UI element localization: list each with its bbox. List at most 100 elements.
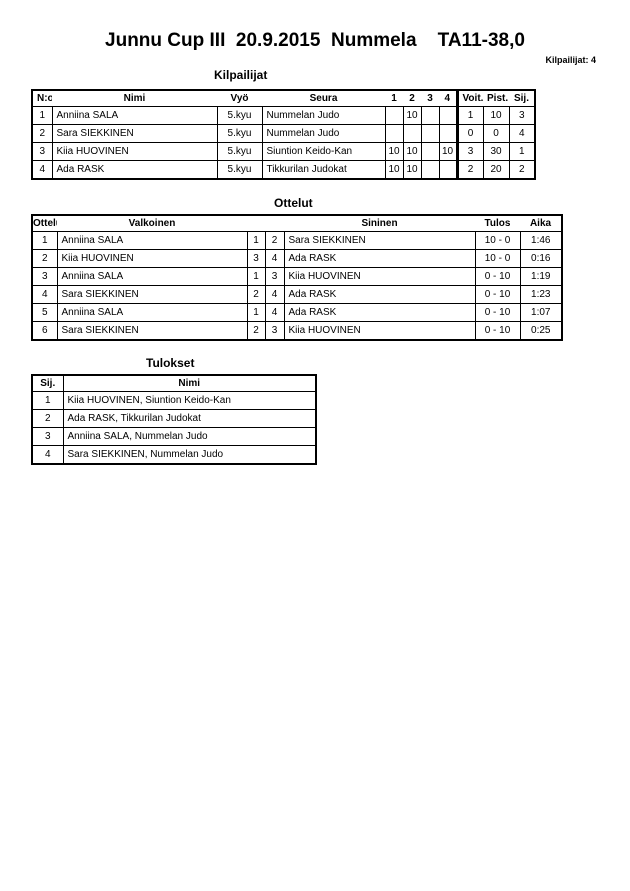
table-cell: 20 [482, 160, 510, 180]
table-cell: 0 [482, 124, 510, 143]
table-row: 4 Sara SIEKKINEN 2 4 Ada RASK 0 - 10 1:23 [31, 285, 563, 304]
table-cell: 10 [384, 142, 404, 161]
table-cell: 4 [31, 160, 53, 180]
competitors-table: N:oNimiVyöSeura1234Voit.Pist.Sij.1Anniin… [31, 89, 536, 180]
table-cell [420, 142, 440, 161]
table-row: 4 Sara SIEKKINEN, Nummelan Judo [31, 445, 317, 465]
table-cell: 4 [508, 124, 536, 143]
column-header: Nimi [123, 93, 146, 104]
table-row: 2 Ada RASK, Tikkurilan Judokat [31, 409, 317, 428]
table-cell: 10 [482, 106, 510, 125]
table-cell: Tikkurilan Judokat [261, 160, 386, 180]
table-row: 3 Kiia HUOVINEN 5.kyu Siuntion Keido-Kan 10 1… [31, 142, 536, 161]
table-cell: 4 [264, 303, 285, 322]
table-cell: Nummelan Judo [261, 124, 386, 143]
table-cell: 1 [31, 231, 58, 250]
table-cell: Nummelan Judo [261, 106, 386, 125]
table-cell: 4 [31, 285, 58, 304]
table-cell: 2 [455, 160, 484, 180]
table-cell: Kiia HUOVINEN, Siuntion Keido-Kan [62, 391, 317, 410]
table-cell: Ada RASK [283, 249, 476, 268]
table-cell: Ada RASK [51, 160, 218, 180]
table-row: 3 Anniina SALA 1 3 Kiia HUOVINEN 0 - 10 1:19 [31, 267, 563, 286]
results-table: Sij. Nimi 1 Kiia HUOVINEN, Siuntion Keido-K… [31, 374, 317, 465]
table-cell: Ada RASK, Tikkurilan Judokat [62, 409, 317, 428]
table-cell: Anniina SALA, Nummelan Judo [62, 427, 317, 446]
column-header: Vyö [230, 93, 249, 104]
table-cell [420, 106, 440, 125]
table-cell: 5.kyu [216, 142, 263, 161]
table-cell: 4 [31, 445, 64, 465]
table-cell: 10 [384, 160, 404, 180]
column-header: Sij. [513, 93, 529, 104]
table-cell [420, 124, 440, 143]
table-cell: Ada RASK [283, 303, 476, 322]
table-cell [402, 124, 422, 143]
table-cell [438, 160, 458, 180]
table-cell: 2 [508, 160, 536, 180]
column-header: 2 [409, 93, 415, 104]
table-cell: 0:16 [519, 249, 563, 268]
table-cell: 1:19 [519, 267, 563, 286]
page-title: Junnu Cup III 20.9.2015 Nummela TA11-38,… [105, 30, 525, 51]
table-cell: Anniina SALA [56, 267, 248, 286]
table-row: 1 Anniina SALA 5.kyu Nummelan Judo 10 1 10 3 [31, 106, 536, 125]
table-cell: 3 [31, 427, 64, 446]
table-cell: Sara SIEKKINEN [56, 285, 248, 304]
table-cell: 1:23 [519, 285, 563, 304]
table-cell: 3 [31, 267, 58, 286]
column-header: Aika [529, 218, 552, 229]
table-cell: 2 [31, 124, 53, 143]
table-cell: 4 [264, 285, 285, 304]
table-cell: 10 - 0 [474, 231, 521, 250]
table-cell: 1 [246, 231, 266, 250]
table-cell: 1 [246, 303, 266, 322]
table-cell: 1 [508, 142, 536, 161]
table-cell: Anniina SALA [51, 106, 218, 125]
table-cell: 2 [264, 231, 285, 250]
column-header: Sij. [31, 375, 63, 392]
table-cell: 10 [402, 106, 422, 125]
column-header: Ottelu [33, 218, 57, 229]
table-cell: 10 [402, 160, 422, 180]
table-cell: 5.kyu [216, 160, 263, 180]
table-row: 2 Kiia HUOVINEN 3 4 Ada RASK 10 - 0 0:16 [31, 249, 563, 268]
column-header: 3 [427, 93, 433, 104]
table-cell: Kiia HUOVINEN [283, 267, 476, 286]
column-header: Seura [309, 93, 338, 104]
column-header: 1 [391, 93, 397, 104]
table-cell: Sara SIEKKINEN, Nummelan Judo [62, 445, 317, 465]
table-cell: 3 [455, 142, 484, 161]
table-cell: Anniina SALA [56, 303, 248, 322]
table-cell: Kiia HUOVINEN [283, 321, 476, 341]
table-cell [420, 160, 440, 180]
column-header: N:o [37, 93, 52, 104]
table-cell: 10 [438, 142, 458, 161]
table-cell: Sara SIEKKINEN [283, 231, 476, 250]
table-cell: 6 [31, 321, 58, 341]
table-cell: 1 [455, 106, 484, 125]
table-cell: 3 [264, 267, 285, 286]
column-header: Valkoinen [128, 218, 176, 229]
table-cell: 2 [246, 285, 266, 304]
table-row: 1 Anniina SALA 1 2 Sara SIEKKINEN 10 - 0 1:46 [31, 231, 563, 250]
table-row: 6 Sara SIEKKINEN 2 3 Kiia HUOVINEN 0 - 10 0:25 [31, 321, 563, 341]
table-cell: 1:07 [519, 303, 563, 322]
matches-table: OtteluValkoinenSininenTulosAika1Anniina … [31, 214, 563, 341]
competitor-count: Kilpailijat: 4 [545, 55, 596, 65]
table-cell: 1:46 [519, 231, 563, 250]
table-cell: Sara SIEKKINEN [56, 321, 248, 341]
table-cell: 0 - 10 [474, 285, 521, 304]
table-row: 2 Sara SIEKKINEN 5.kyu Nummelan Judo 0 0 4 [31, 124, 536, 143]
table-cell: 0 - 10 [474, 321, 521, 341]
table-cell: 1 [31, 391, 64, 410]
results-heading: Tulokset [146, 356, 195, 370]
table-cell: Anniina SALA [56, 231, 248, 250]
column-header: Tulos [484, 218, 511, 229]
column-header: Nimi [62, 375, 316, 392]
table-cell: 2 [31, 409, 64, 428]
table-cell: 1 [31, 106, 53, 125]
table-cell: 3 [264, 321, 285, 341]
table-cell: 4 [264, 249, 285, 268]
table-cell: Siuntion Keido-Kan [261, 142, 386, 161]
